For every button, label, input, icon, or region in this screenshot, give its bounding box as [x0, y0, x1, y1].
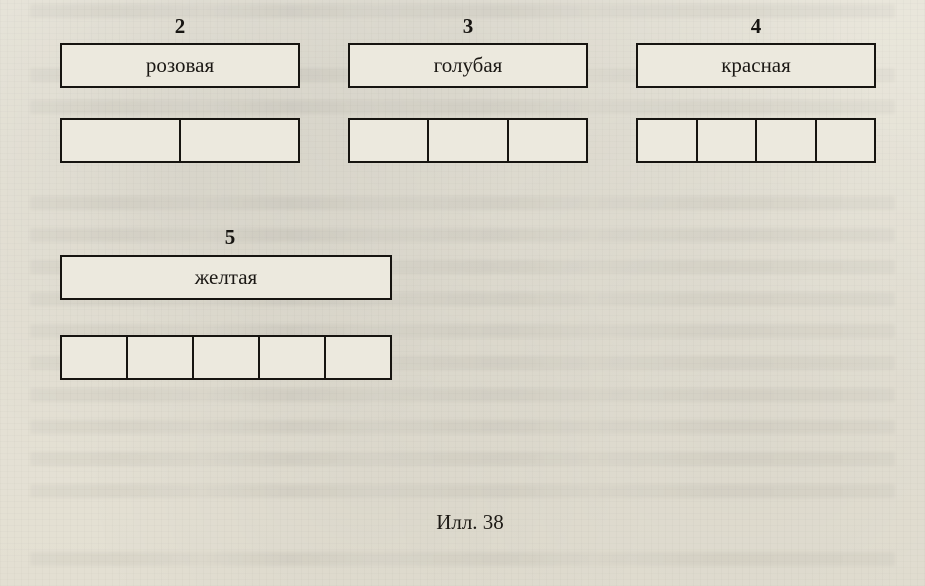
grid-cell: [62, 337, 128, 378]
figure-5-label: желтая: [195, 265, 257, 290]
grid-cell: [194, 337, 260, 378]
grid-cell: [698, 120, 758, 161]
grid-cell: [638, 120, 698, 161]
grid-cell: [62, 120, 181, 161]
figure-4-label-box: красная: [636, 43, 876, 88]
grid-cell: [260, 337, 326, 378]
figure-2-label: розовая: [146, 53, 214, 78]
figure-caption: Илл. 38: [370, 510, 570, 535]
figure-4-number: 4: [736, 14, 776, 39]
figure-4-grid: [636, 118, 876, 163]
grid-cell: [350, 120, 429, 161]
grid-cell: [429, 120, 508, 161]
figure-2-number: 2: [160, 14, 200, 39]
figure-2-label-box: розовая: [60, 43, 300, 88]
figure-3-number: 3: [448, 14, 488, 39]
grid-cell: [326, 337, 390, 378]
grid-cell: [817, 120, 875, 161]
grid-cell: [181, 120, 298, 161]
figure-5-label-box: желтая: [60, 255, 392, 300]
grid-cell: [509, 120, 586, 161]
grid-cell: [128, 337, 194, 378]
figure-3-grid: [348, 118, 588, 163]
figure-4-label: красная: [721, 53, 791, 78]
grid-cell: [757, 120, 817, 161]
figure-2-grid: [60, 118, 300, 163]
figure-3-label-box: голубая: [348, 43, 588, 88]
figure-5-grid: [60, 335, 392, 380]
figure-5-number: 5: [210, 225, 250, 250]
figure-3-label: голубая: [434, 53, 503, 78]
